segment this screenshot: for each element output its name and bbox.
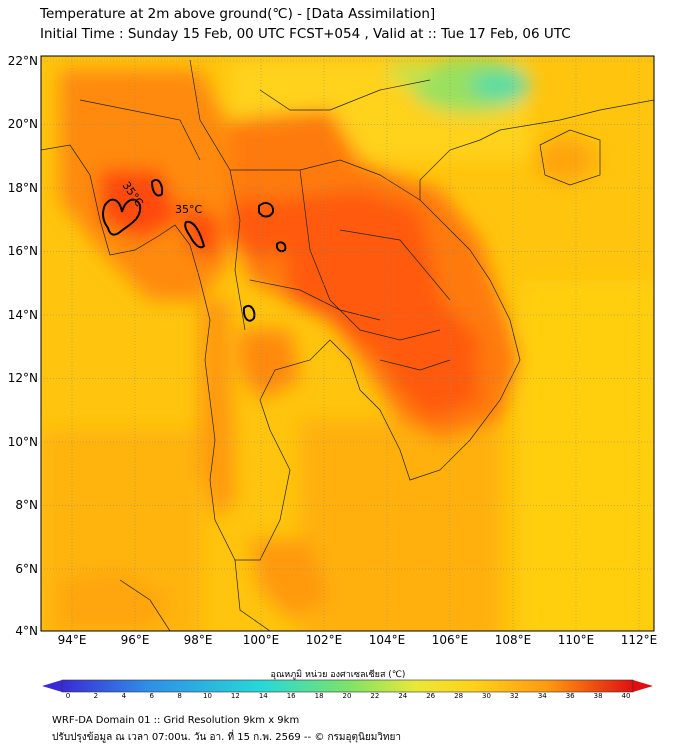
chart-subtitle: Initial Time : Sunday 15 Feb, 00 UTC FCS…	[40, 26, 571, 42]
colorbar	[42, 679, 653, 693]
chart-title: Temperature at 2m above ground(℃) - [Dat…	[40, 6, 436, 22]
lat-tick: 18°N	[7, 181, 38, 195]
lat-tick: 16°N	[7, 244, 38, 258]
colorbar-tick: 12	[230, 692, 240, 700]
footer-model-info: WRF-DA Domain 01 :: Grid Resolution 9km …	[52, 715, 300, 726]
colorbar-tick: 14	[258, 692, 268, 700]
lat-tick: 14°N	[7, 308, 38, 322]
lon-tick: 106°E	[431, 633, 469, 647]
lat-tick: 12°N	[7, 371, 38, 385]
lon-tick: 110°E	[557, 633, 595, 647]
lon-tick: 108°E	[494, 633, 532, 647]
colorbar-tick: 18	[314, 692, 324, 700]
colorbar-tick: 36	[565, 692, 575, 700]
lon-tick: 98°E	[183, 633, 213, 647]
colorbar-tick: 38	[593, 692, 603, 700]
colorbar-tick: 40	[621, 692, 631, 700]
colorbar-label: อุณหภูมิ หน่วย องศาเซลเซียส (℃)	[270, 670, 406, 680]
lon-tick: 94°E	[57, 633, 87, 647]
lat-tick: 20°N	[7, 117, 38, 131]
colorbar-tick: 10	[203, 692, 212, 700]
colorbar-tick: 34	[537, 692, 547, 700]
lon-tick: 100°E	[242, 633, 280, 647]
colorbar-tick: 22	[370, 692, 380, 700]
map-frame	[40, 55, 655, 632]
lat-tick: 8°N	[15, 498, 38, 512]
colorbar-tick: 26	[426, 692, 436, 700]
colorbar-tick: 20	[342, 692, 352, 700]
footer-update-info: ปรับปรุงข้อมูล ณ เวลา 07:00น. วัน อา. ที…	[52, 732, 401, 743]
colorbar-tick: 32	[509, 692, 519, 700]
lon-tick: 102°E	[305, 633, 343, 647]
graticule	[41, 56, 654, 631]
temperature-field	[41, 56, 654, 631]
colorbar-tick: 8	[177, 692, 182, 700]
contour-label-2: 35°C	[175, 203, 202, 216]
colorbar-tick: 2	[93, 692, 99, 700]
colorbar-tick: 16	[286, 692, 296, 700]
colorbar-tick: 30	[482, 692, 491, 700]
colorbar-tick: 4	[121, 692, 127, 700]
colorbar-tick: 0	[65, 692, 71, 700]
lat-tick: 4°N	[15, 624, 38, 638]
lon-tick: 104°E	[368, 633, 406, 647]
lon-tick: 96°E	[120, 633, 150, 647]
lon-tick: 112°E	[620, 633, 658, 647]
lat-tick: 6°N	[15, 562, 38, 576]
colorbar-tick: 28	[454, 692, 464, 700]
colorbar-tick: 6	[149, 692, 154, 700]
colorbar-tick: 24	[398, 692, 408, 700]
map-figure: 35°C 35°C	[40, 55, 655, 693]
contour-35c	[102, 178, 287, 322]
lat-tick: 22°N	[7, 54, 38, 68]
lat-tick: 10°N	[7, 435, 38, 449]
